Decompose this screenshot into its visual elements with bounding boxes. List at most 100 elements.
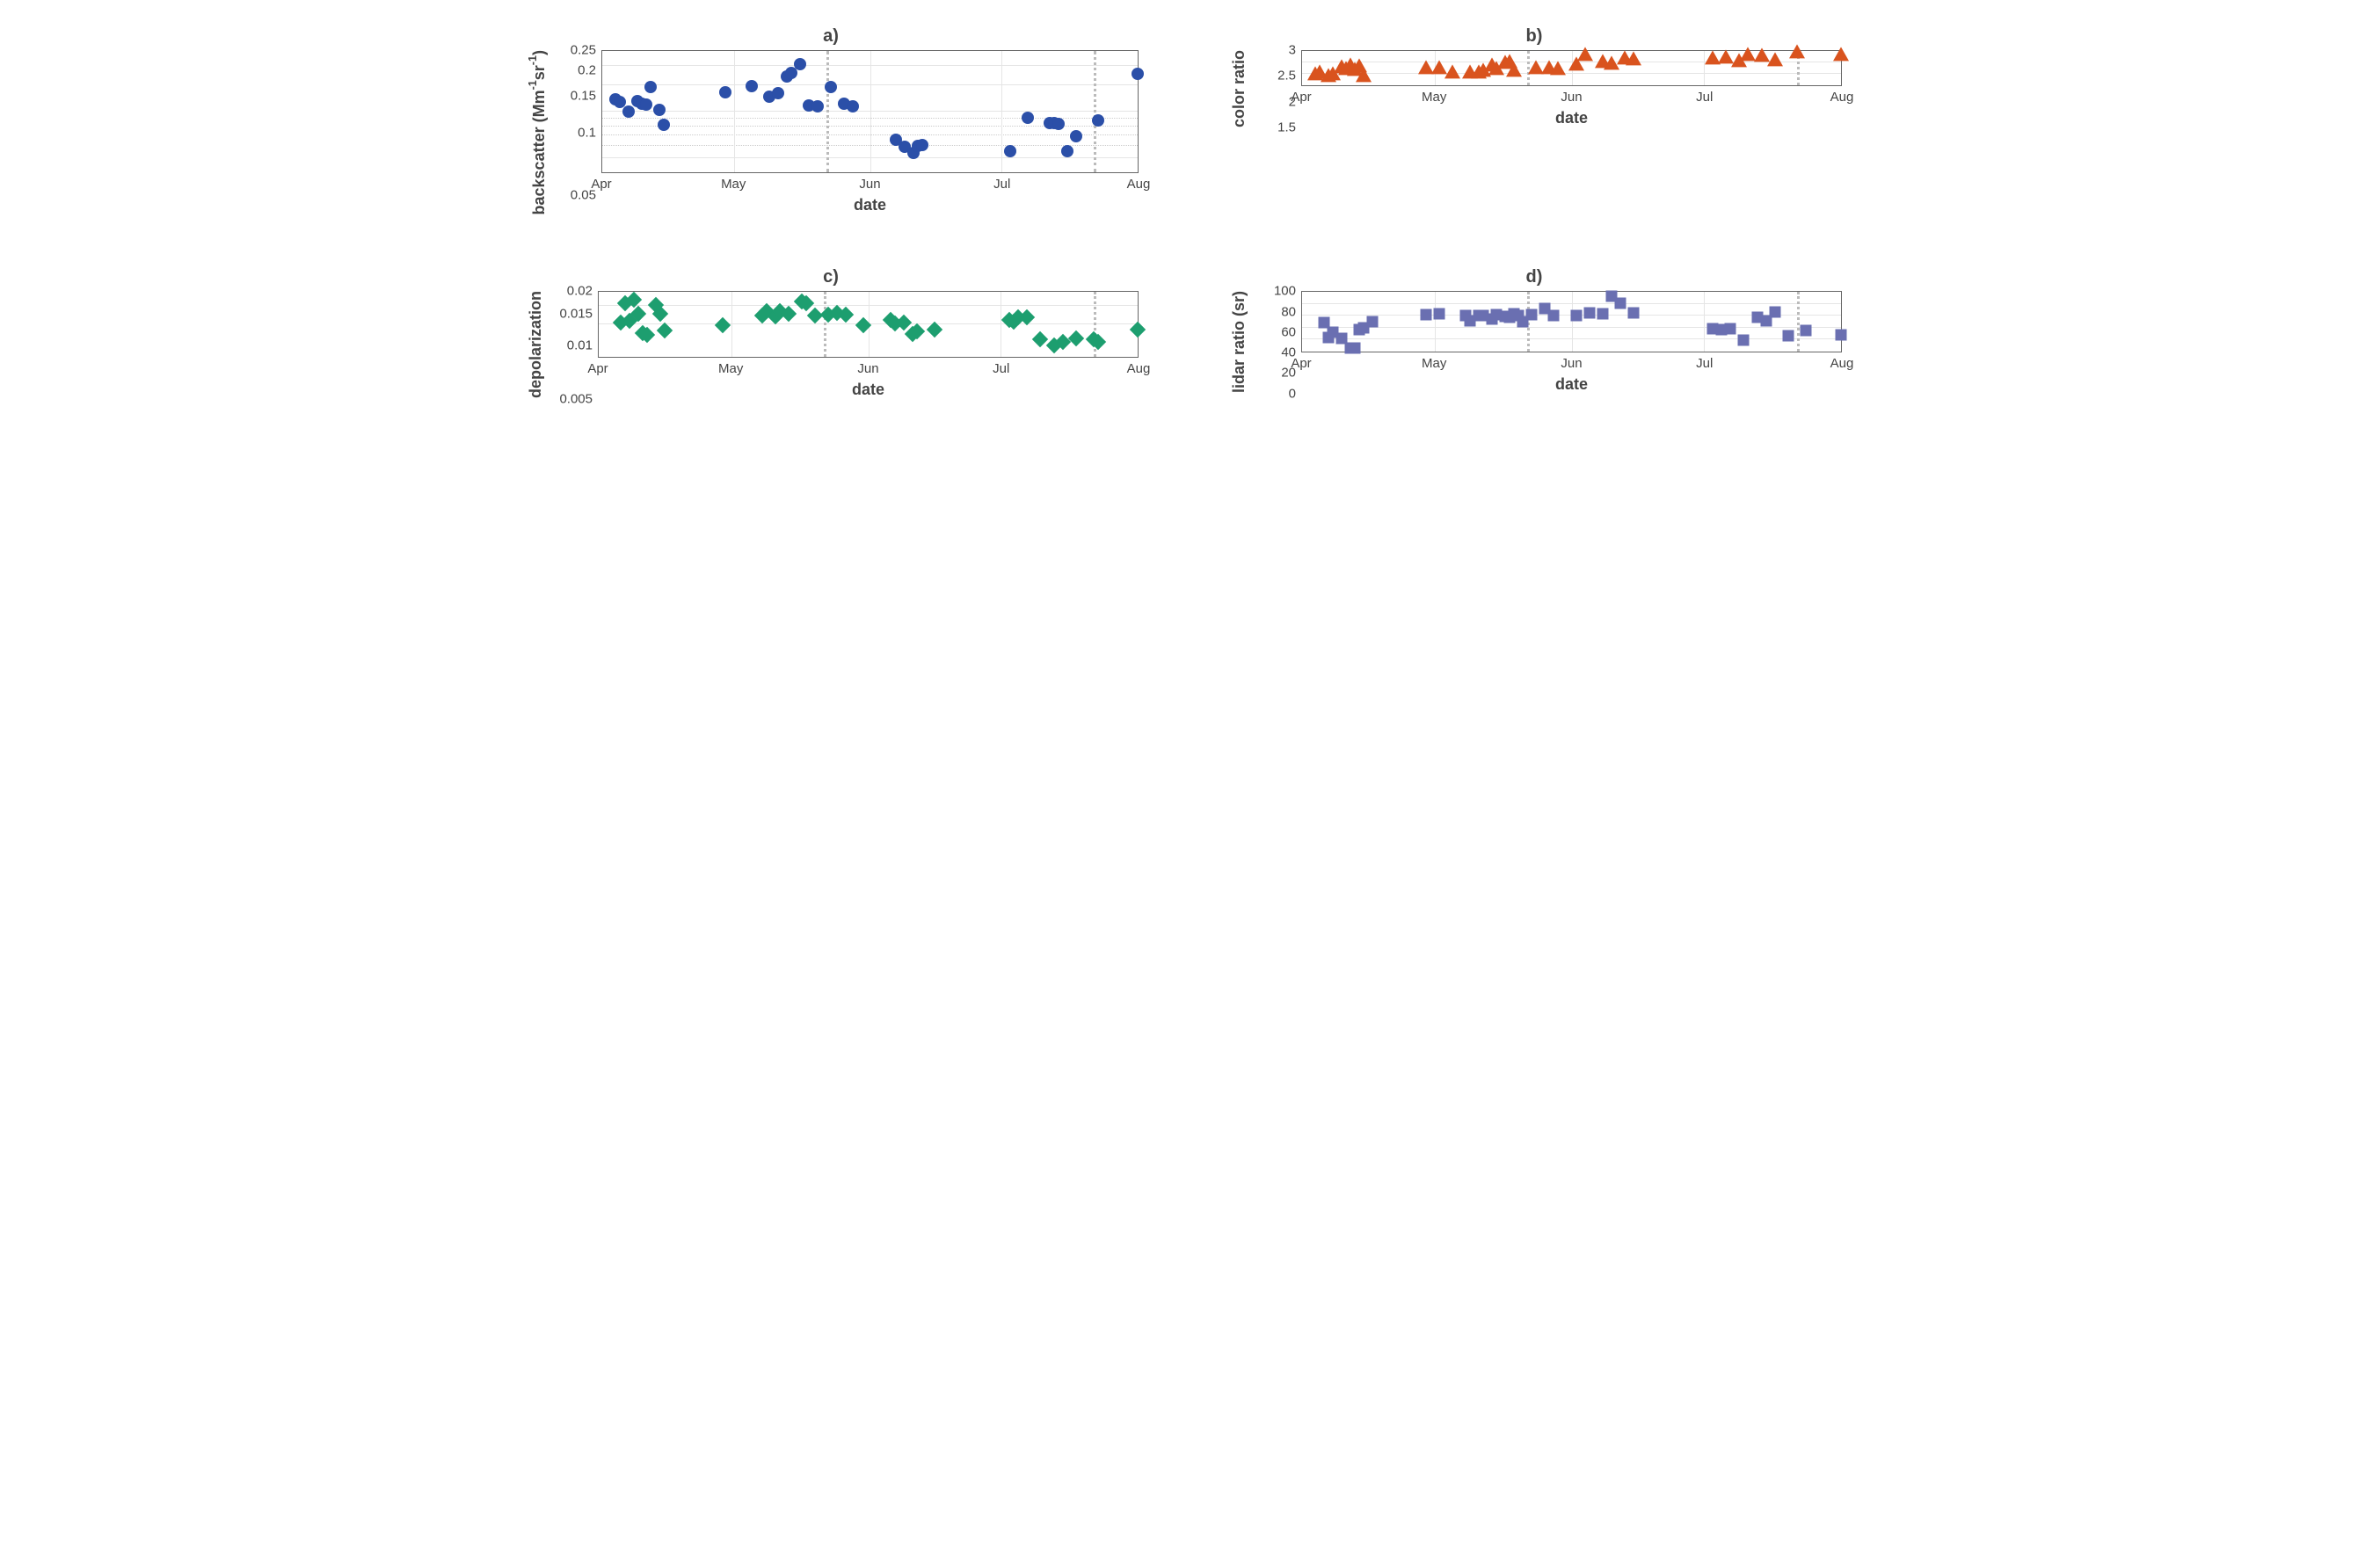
panel-d-xticks: AprMayJunJulAug: [1301, 352, 1842, 374]
ytick-label: 0.1: [578, 125, 596, 140]
panel-a-xlabel: date: [601, 196, 1139, 214]
chart-grid: a) backscatter (Mm-1sr-1) 0.050.10.150.2…: [523, 26, 1842, 456]
data-point: [1550, 61, 1566, 75]
data-point: [1614, 297, 1626, 309]
data-point: [1738, 335, 1750, 346]
data-point: [1004, 145, 1016, 157]
ytick-label: 0.15: [571, 89, 596, 104]
gridline-v: [1435, 292, 1436, 351]
data-point: [1769, 306, 1780, 317]
ytick-label: 60: [1281, 324, 1296, 339]
data-point: [772, 87, 784, 99]
data-point: [1548, 309, 1560, 321]
xtick-label: May: [1422, 90, 1446, 105]
ytick-label: 80: [1281, 304, 1296, 319]
ytick-label: 2.5: [1277, 69, 1296, 83]
panel-b-xlabel: date: [1301, 109, 1842, 127]
data-point: [1067, 330, 1083, 346]
data-point: [1626, 52, 1641, 66]
panel-b-xticks: AprMayJunJulAug: [1301, 86, 1842, 107]
panel-c-plot: [598, 291, 1139, 357]
xtick-label: Jul: [993, 361, 1009, 376]
panel-c-xticks: AprMayJunJulAug: [598, 358, 1139, 379]
data-point: [1420, 309, 1431, 320]
ytick-label: 100: [1274, 284, 1296, 299]
gridline-v: [731, 292, 732, 356]
xtick-label: Aug: [1830, 90, 1854, 105]
ytick-label: 0.2: [578, 62, 596, 77]
xtick-label: Apr: [587, 361, 608, 376]
xtick-label: Jul: [1696, 356, 1713, 371]
data-point: [746, 80, 758, 92]
data-point: [1725, 323, 1736, 335]
data-point: [1132, 68, 1144, 80]
xtick-label: Apr: [1291, 90, 1311, 105]
xtick-label: May: [721, 177, 746, 192]
data-point: [1800, 325, 1811, 337]
data-point: [719, 86, 731, 98]
data-point: [847, 100, 859, 113]
panel-b-plot: [1301, 50, 1842, 86]
data-point: [1356, 69, 1372, 83]
panel-a-ylabel: backscatter (Mm-1sr-1): [523, 50, 552, 214]
panel-d-xlabel: date: [1301, 375, 1842, 394]
data-point: [1092, 114, 1104, 127]
data-point: [1022, 112, 1034, 124]
xtick-label: Jun: [1561, 356, 1582, 371]
gridline-v: [1001, 51, 1002, 172]
xtick-label: Jul: [993, 177, 1010, 192]
data-point: [640, 98, 652, 111]
panel-a-xticks: AprMayJunJulAug: [601, 173, 1139, 194]
data-point: [622, 105, 635, 118]
xtick-label: Aug: [1127, 177, 1151, 192]
gridline-v: [734, 51, 735, 172]
data-point: [1526, 309, 1538, 320]
data-point: [1583, 307, 1595, 318]
data-point: [1767, 52, 1783, 66]
gridline-v: [870, 51, 871, 172]
panel-b-ylabel: color ratio: [1226, 50, 1252, 127]
data-point: [658, 119, 670, 131]
data-point: [714, 317, 730, 333]
xtick-label: Jul: [1696, 90, 1713, 105]
ytick-label: 0.01: [567, 338, 593, 352]
data-point: [1833, 47, 1849, 62]
panel-b-yticks: 1.522.53: [1252, 50, 1301, 127]
panel-c-yticks: 0.0050.010.0150.02: [549, 291, 598, 398]
data-point: [1444, 64, 1460, 78]
xtick-label: May: [1422, 356, 1446, 371]
data-point: [644, 81, 657, 93]
panel-a-ylabel-text: backscatter (Mm-1sr-1): [527, 50, 549, 214]
data-point: [1570, 310, 1582, 322]
data-point: [811, 100, 824, 113]
ytick-label: 0.02: [567, 284, 593, 299]
data-point: [1367, 316, 1379, 328]
data-point: [916, 139, 928, 151]
panel-d-plot: [1301, 291, 1842, 352]
xtick-label: Apr: [591, 177, 611, 192]
ytick-label: 0.015: [559, 306, 593, 321]
data-point: [1782, 330, 1794, 342]
xtick-label: Jun: [857, 361, 878, 376]
panel-c-ylabel: depolarization: [523, 291, 549, 398]
ytick-label: 3: [1289, 43, 1296, 58]
ytick-label: 0.25: [571, 43, 596, 58]
panel-c-xlabel: date: [598, 381, 1139, 399]
data-point: [1506, 62, 1522, 76]
panel-d-ylabel: lidar ratio (sr): [1226, 291, 1252, 393]
data-point: [1836, 330, 1847, 341]
data-point: [1597, 308, 1608, 319]
ytick-label: 0.005: [559, 391, 593, 406]
gridline-v: [1704, 292, 1705, 351]
panel-a-title: a): [523, 26, 1139, 47]
data-point: [1061, 145, 1073, 157]
xtick-label: May: [718, 361, 743, 376]
reference-line: [826, 51, 829, 172]
data-point: [825, 81, 837, 93]
panel-b-title: b): [1226, 26, 1842, 47]
xtick-label: Apr: [1291, 356, 1311, 371]
panel-a-plot: [601, 50, 1139, 173]
data-point: [1052, 118, 1065, 130]
data-point: [1433, 309, 1444, 320]
gridline-v: [1572, 292, 1573, 351]
